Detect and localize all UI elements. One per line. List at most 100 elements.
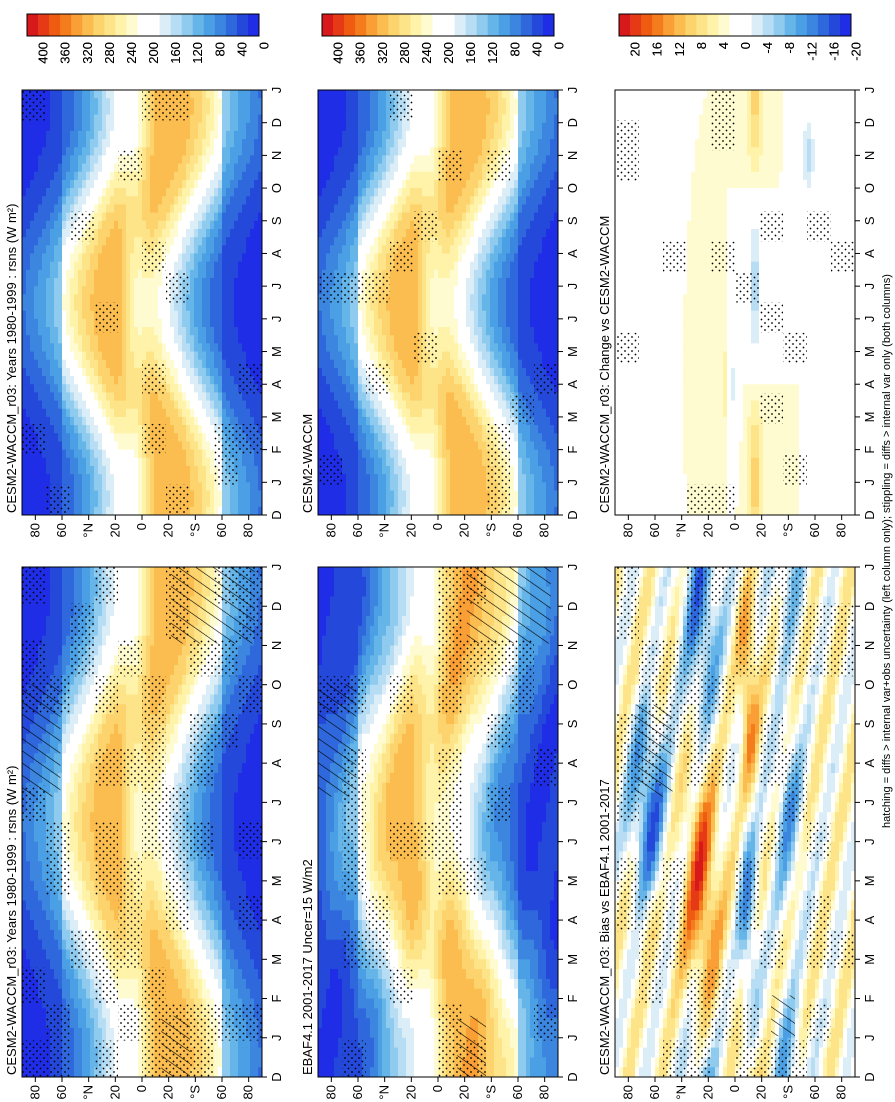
heatmap-cell: [250, 762, 255, 773]
heatmap-cell: [550, 919, 555, 930]
heatmap-cell: [66, 782, 71, 793]
heatmap-cell: [222, 772, 227, 783]
heatmap-cell: [218, 958, 223, 970]
heatmap-cell: [226, 870, 231, 881]
heatmap-cell: [230, 850, 235, 862]
heatmap-cell: [22, 1007, 27, 1019]
heatmap-cell: [422, 1066, 427, 1077]
heatmap-cell: [438, 919, 443, 930]
heatmap-cell: [518, 1017, 523, 1028]
heatmap-cell: [58, 968, 63, 979]
heatmap-cell: [510, 801, 515, 813]
heatmap-cell: [318, 1037, 323, 1048]
heatmap-cell: [430, 988, 435, 999]
heatmap-cell: [182, 654, 187, 666]
heatmap-cell: [398, 860, 403, 872]
heatmap-cell: [142, 860, 147, 872]
heatmap-cell: [394, 791, 399, 803]
heatmap-cell: [466, 988, 471, 999]
heatmap-cell: [494, 890, 499, 901]
heatmap-cell: [554, 870, 558, 881]
heatmap-cell: [78, 1066, 83, 1077]
heatmap-cell: [414, 929, 419, 940]
heatmap-cell: [126, 703, 131, 715]
heatmap-cell: [398, 899, 403, 911]
heatmap-cell: [498, 988, 503, 999]
heatmap-cell: [514, 811, 519, 822]
heatmap-cell: [506, 899, 511, 911]
heatmap-cell: [470, 968, 475, 979]
heatmap-cell: [326, 997, 331, 1009]
heatmap-cell: [510, 811, 515, 822]
heatmap-cell: [218, 850, 223, 862]
heatmap-cell: [346, 988, 351, 999]
heatmap-cell: [514, 919, 519, 930]
heatmap-cell: [22, 948, 27, 960]
heatmap-cell: [166, 968, 171, 979]
heatmap-cell: [82, 899, 87, 911]
heatmap-cell: [394, 880, 399, 891]
heatmap-cell: [74, 988, 79, 999]
heatmap-cell: [382, 1007, 387, 1019]
heatmap-cell: [58, 958, 63, 970]
heatmap-cell: [38, 1027, 43, 1038]
heatmap-cell: [482, 831, 487, 842]
heatmap-cell: [246, 929, 251, 940]
heatmap-cell: [322, 1007, 327, 1019]
heatmap-cell: [190, 684, 195, 695]
heatmap-cell: [514, 978, 519, 989]
heatmap-cell: [126, 605, 131, 617]
heatmap-cell: [554, 890, 558, 901]
heatmap-cell: [430, 811, 435, 822]
heatmap-cell: [226, 880, 231, 891]
heatmap-cell: [526, 860, 531, 872]
heatmap-cell: [230, 880, 235, 891]
heatmap-cell: [518, 1027, 523, 1038]
heatmap-cell: [354, 909, 359, 921]
heatmap-cell: [338, 1017, 343, 1028]
heatmap-cell: [222, 978, 227, 989]
heatmap-cell: [214, 919, 219, 930]
heatmap-cell: [238, 772, 243, 783]
heatmap-cell: [326, 939, 331, 950]
heatmap-cell: [90, 576, 95, 587]
heatmap-cell: [70, 1007, 75, 1019]
heatmap-cell: [94, 919, 99, 930]
heatmap-cell: [542, 988, 547, 999]
heatmap-cell: [538, 890, 543, 901]
heatmap-cell: [518, 841, 523, 852]
heatmap-cell: [254, 762, 259, 773]
heatmap-cell: [198, 791, 203, 803]
heatmap-cell: [150, 576, 155, 587]
heatmap-cell: [194, 870, 199, 881]
heatmap-cell: [218, 899, 223, 911]
heatmap-cell: [494, 1007, 499, 1019]
heatmap-cell: [226, 909, 231, 921]
stippling: [22, 567, 262, 1077]
heatmap-cell: [158, 644, 163, 656]
heatmap-cell: [246, 664, 251, 675]
heatmap-cell: [434, 939, 439, 950]
heatmap-cell: [410, 948, 415, 960]
heatmap-cell: [62, 811, 67, 822]
heatmap-cell: [254, 733, 259, 744]
heatmap-cell: [118, 674, 123, 685]
heatmap-cell: [22, 831, 27, 842]
heatmap-cell: [78, 811, 83, 822]
heatmap-cell: [246, 988, 251, 999]
heatmap-cell: [322, 939, 327, 950]
heatmap-cell: [338, 821, 343, 832]
heatmap-cell: [142, 939, 147, 950]
heatmap-cell: [398, 1017, 403, 1028]
heatmap-cell: [90, 968, 95, 979]
heatmap-cell: [46, 801, 51, 813]
heatmap-cell: [82, 801, 87, 813]
heatmap-cell: [170, 664, 175, 675]
heatmap-cell: [178, 703, 183, 715]
heatmap-cell: [58, 644, 63, 656]
heatmap-cell: [362, 1007, 367, 1019]
heatmap-cell: [122, 595, 127, 607]
heatmap-cell: [138, 674, 143, 685]
heatmap-cell: [58, 939, 63, 950]
heatmap-cell: [330, 880, 335, 891]
